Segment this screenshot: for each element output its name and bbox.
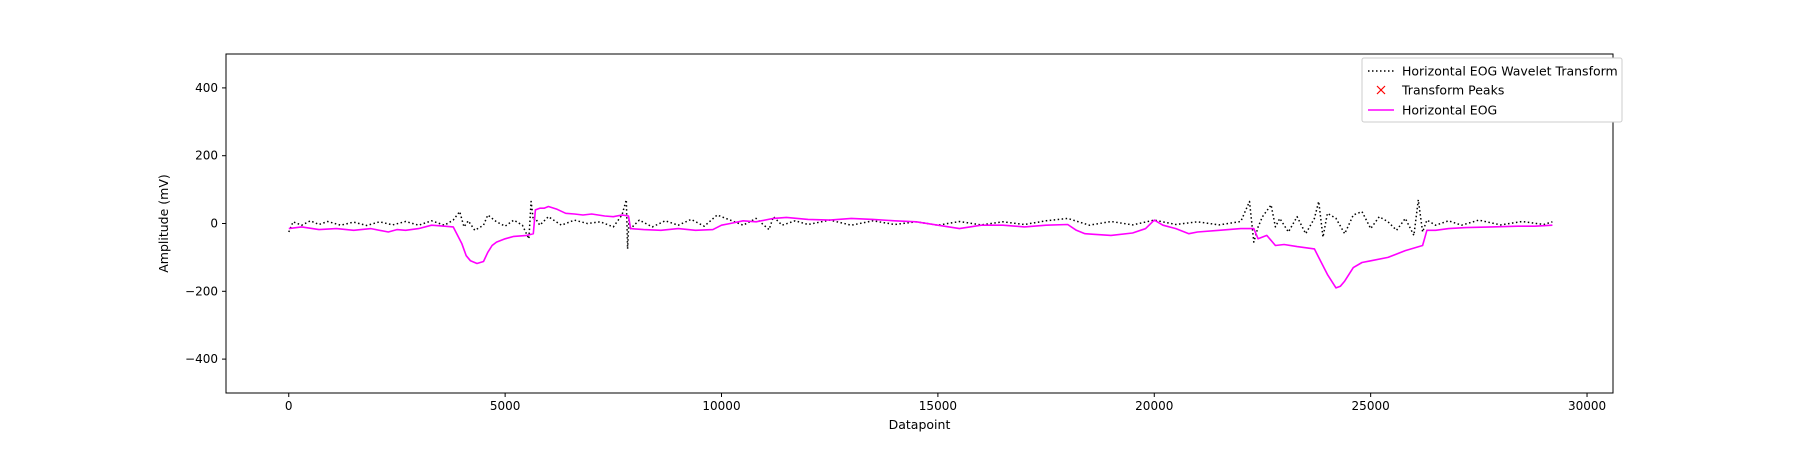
legend-label-horizontal-eog: Horizontal EOG bbox=[1402, 103, 1497, 118]
legend-swatch-transform-peaks bbox=[1376, 85, 1386, 95]
x-tick-label: 15000 bbox=[919, 399, 957, 413]
y-tick-label: −400 bbox=[185, 352, 218, 366]
legend-box bbox=[1361, 57, 1623, 123]
series-layer bbox=[288, 199, 1553, 289]
series-wavelet-transform bbox=[288, 199, 1553, 250]
x-tick-label: 5000 bbox=[490, 399, 521, 413]
x-tick-label: 0 bbox=[285, 399, 293, 413]
x-tick-label: 10000 bbox=[702, 399, 740, 413]
x-tick-label: 30000 bbox=[1568, 399, 1606, 413]
y-axis-label: Amplitude (mV) bbox=[156, 174, 171, 273]
legend-label-transform-peaks: Transform Peaks bbox=[1401, 83, 1504, 98]
x-axis-ticks: 0 5000 10000 15000 20000 25000 30000 bbox=[285, 393, 1606, 413]
legend-label-wavelet-transform: Horizontal EOG Wavelet Transform bbox=[1402, 64, 1618, 79]
x-tick-label: 20000 bbox=[1135, 399, 1173, 413]
y-tick-label: 200 bbox=[195, 149, 218, 163]
y-tick-label: 400 bbox=[195, 81, 218, 95]
y-axis-ticks: −400 −200 0 200 400 bbox=[185, 81, 226, 366]
series-horizontal-eog bbox=[288, 205, 1553, 289]
y-tick-label: 0 bbox=[210, 217, 218, 231]
x-axis-label: Datapoint bbox=[889, 417, 951, 432]
y-tick-label: −200 bbox=[185, 284, 218, 298]
x-tick-label: 25000 bbox=[1352, 399, 1390, 413]
chart-legend: Horizontal EOG Wavelet Transform Transfo… bbox=[1361, 57, 1623, 123]
legend-x-marker-stroke bbox=[1376, 85, 1386, 95]
